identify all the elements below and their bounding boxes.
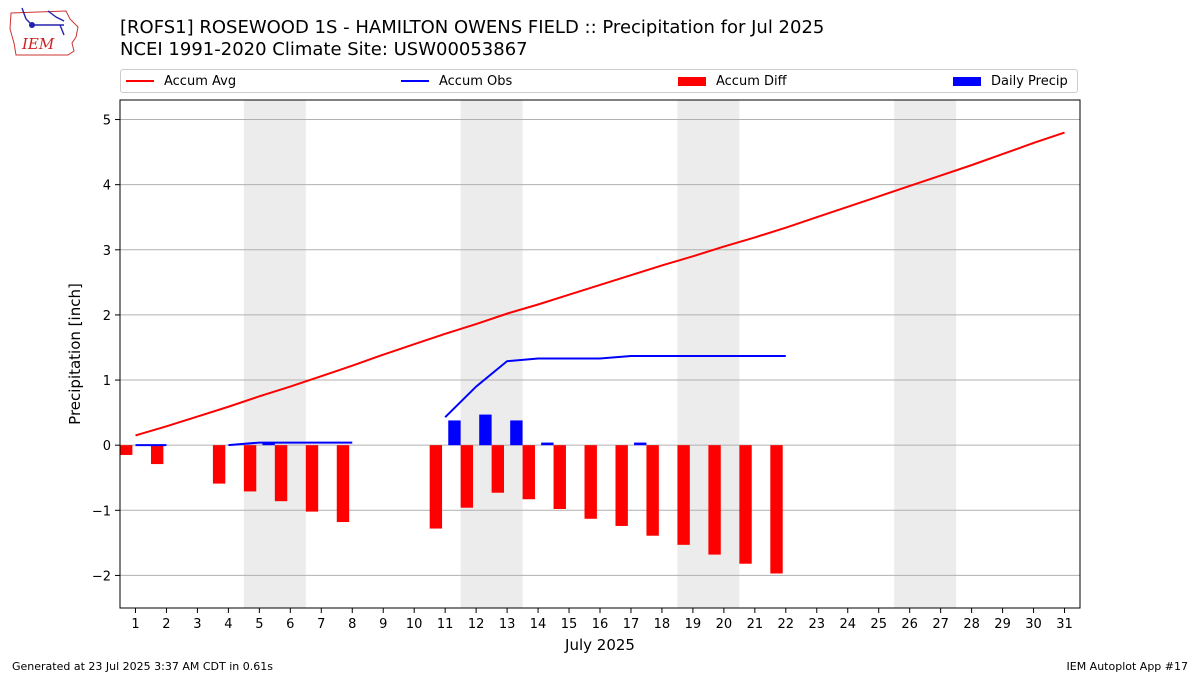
accum-diff-bar [553, 445, 566, 510]
accum-diff-bar [491, 445, 504, 493]
y-axis-label: Precipitation [inch] [66, 283, 84, 425]
x-tick-label: 11 [437, 617, 454, 632]
iem-logo: IEM [9, 7, 79, 56]
x-tick-label: 22 [778, 617, 795, 632]
daily-precip-bar [634, 442, 647, 446]
x-tick-label: 7 [317, 617, 325, 632]
legend-swatch-accum-avg [126, 80, 154, 82]
chart-title: [ROFS1] ROSEWOOD 1S - HAMILTON OWENS FIE… [120, 17, 825, 38]
legend-item-accum-diff: Accum Diff [678, 70, 787, 92]
x-tick-label: 26 [901, 617, 918, 632]
x-tick-label: 23 [809, 617, 826, 632]
legend-swatch-accum-diff [678, 76, 706, 86]
accum-diff-bar [677, 445, 690, 545]
y-tick-label: 2 [103, 309, 111, 324]
accum-avg-line [135, 131, 1065, 437]
logo-text: IEM [21, 35, 55, 53]
x-tick-label: 27 [932, 617, 949, 632]
x-tick-label: 6 [286, 617, 294, 632]
x-tick-label: 29 [994, 617, 1011, 632]
weekend-band [460, 100, 523, 608]
x-tick-label: 21 [747, 617, 764, 632]
accum-diff-bar [708, 445, 721, 555]
x-tick-label: 25 [870, 617, 887, 632]
x-axis-label: July 2025 [564, 636, 635, 654]
x-tick-label: 12 [468, 617, 485, 632]
legend-label-accum-obs: Accum Obs [439, 73, 513, 89]
legend-swatch-daily-precip [953, 76, 981, 86]
x-tick-label: 16 [592, 617, 609, 632]
y-tick-label: 5 [103, 114, 111, 129]
accum-diff-bar [429, 445, 443, 529]
daily-precip-bar [262, 442, 275, 446]
x-tick-label: 4 [224, 617, 232, 632]
x-tick-label: 17 [623, 617, 640, 632]
accum-obs-line [444, 354, 786, 418]
y-tick-label: 0 [103, 439, 111, 454]
accum-obs-line [228, 441, 353, 447]
accum-diff-bar [274, 445, 288, 502]
legend-item-daily-precip: Daily Precip [953, 70, 1068, 92]
y-tick-label: −1 [92, 504, 111, 519]
accum-diff-bar [150, 445, 164, 465]
legend-label-accum-diff: Accum Diff [716, 73, 787, 89]
daily-precip-bar [541, 442, 554, 446]
daily-precip-bar [510, 420, 523, 446]
x-tick-label: 1 [131, 617, 139, 632]
generated-timestamp: Generated at 23 Jul 2025 3:37 AM CDT in … [12, 660, 273, 673]
x-tick-label: 30 [1025, 617, 1042, 632]
accum-diff-bar [739, 445, 752, 564]
accum-diff-bar [305, 445, 319, 512]
x-tick-label: 15 [561, 617, 578, 632]
x-tick-label: 19 [685, 617, 702, 632]
x-tick-label: 24 [839, 617, 856, 632]
x-tick-label: 10 [406, 617, 423, 632]
daily-precip-bar [479, 414, 492, 446]
legend-item-accum-obs: Accum Obs [401, 70, 512, 92]
accum-diff-bar [336, 445, 350, 523]
chart-subtitle: NCEI 1991-2020 Climate Site: USW00053867 [120, 39, 528, 60]
x-tick-label: 28 [963, 617, 980, 632]
accum-diff-bar [646, 445, 659, 536]
weekend-band [243, 100, 306, 608]
iowa-outline-icon [9, 10, 79, 56]
y-tick-label: 1 [103, 374, 111, 389]
accum-diff-bar [120, 445, 133, 455]
legend-swatch-accum-obs [401, 80, 429, 82]
chart-legend: Accum Avg Accum Obs Accum Diff Daily Pre… [120, 69, 1078, 93]
accum-diff-bar [460, 445, 474, 508]
accum-diff-bar [615, 445, 628, 526]
x-tick-label: 18 [654, 617, 671, 632]
x-tick-label: 14 [530, 617, 547, 632]
x-tick-label: 8 [348, 617, 356, 632]
daily-precip-bar [448, 420, 461, 446]
x-tick-label: 5 [255, 617, 263, 632]
x-tick-label: 31 [1056, 617, 1073, 632]
accum-diff-bar [522, 445, 535, 500]
x-tick-label: 2 [162, 617, 170, 632]
y-tick-label: 3 [103, 244, 111, 259]
weather-station-icon [21, 7, 65, 36]
x-tick-label: 9 [379, 617, 387, 632]
x-tick-label: 13 [499, 617, 516, 632]
app-label: IEM Autoplot App #17 [1066, 660, 1189, 673]
x-tick-label: 20 [716, 617, 733, 632]
legend-label-accum-avg: Accum Avg [164, 73, 237, 89]
accum-diff-bar [243, 445, 257, 492]
weekend-band [894, 100, 957, 608]
accum-diff-bar [212, 445, 226, 484]
accum-diff-bar [770, 445, 783, 574]
x-tick-label: 3 [193, 617, 201, 632]
legend-item-accum-avg: Accum Avg [126, 70, 236, 92]
y-tick-label: 4 [103, 179, 111, 194]
legend-label-daily-precip: Daily Precip [991, 73, 1068, 89]
accum-diff-bar [584, 445, 597, 519]
y-tick-label: −2 [92, 569, 111, 584]
